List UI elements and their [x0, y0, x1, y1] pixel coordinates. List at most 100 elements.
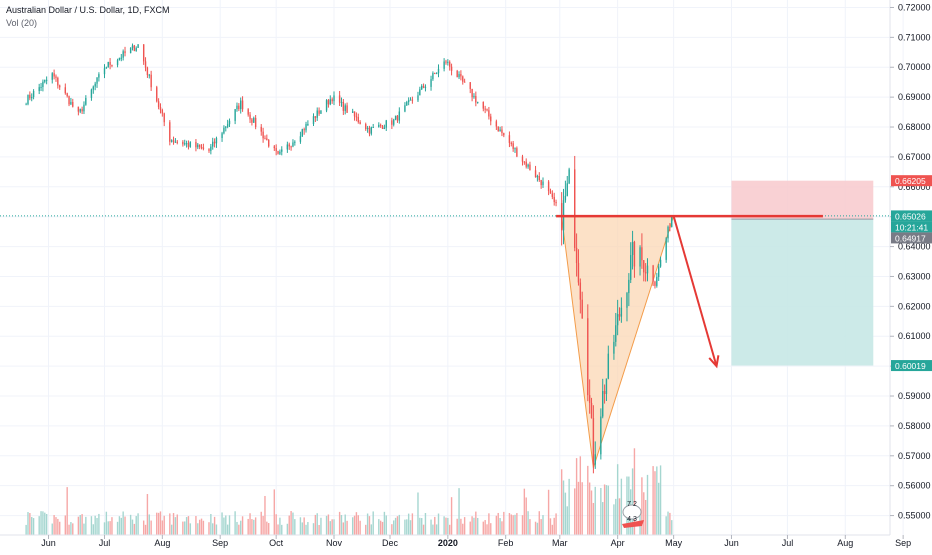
- long-short-position-tool[interactable]: [731, 180, 874, 366]
- volume-bar: [169, 513, 171, 535]
- candle-body: [111, 64, 113, 66]
- volume-bar: [45, 513, 48, 535]
- candle-body: [307, 124, 309, 126]
- candle-body: [42, 81, 44, 87]
- candle-body: [299, 136, 302, 142]
- candle-body: [292, 142, 294, 147]
- volume-bar: [253, 519, 255, 535]
- volume-bar: [111, 517, 113, 535]
- volume-bar: [292, 512, 294, 535]
- candle-body: [27, 94, 29, 105]
- volume-bar: [301, 522, 303, 535]
- candle-body: [549, 191, 552, 194]
- volume-bar: [197, 523, 199, 535]
- candle-body: [437, 68, 440, 74]
- volume-bar: [566, 506, 568, 535]
- volume-bar: [187, 516, 190, 535]
- candle-body: [170, 140, 173, 142]
- volume-bar: [98, 513, 100, 535]
- volume-bar: [355, 512, 358, 535]
- candle-body: [630, 255, 632, 280]
- volume-note-icon[interactable]: 7 2 4 3: [622, 501, 644, 528]
- volume-bar: [568, 478, 570, 535]
- candle-body: [98, 74, 100, 78]
- price-tick-label: 0.72000: [898, 2, 931, 12]
- price-tick-label: 0.69000: [898, 92, 931, 102]
- forecast-arrow-shaft[interactable]: [672, 215, 718, 367]
- volume-bar: [44, 512, 46, 535]
- volume-bar: [236, 521, 238, 535]
- candle-body: [268, 140, 270, 147]
- volume-bar: [299, 517, 302, 535]
- forecast-arrow-head[interactable]: [708, 355, 720, 369]
- volume-bar: [536, 522, 539, 535]
- stop-loss-zone[interactable]: [731, 180, 874, 220]
- candle-body: [210, 146, 212, 151]
- volume-bar: [146, 494, 149, 535]
- volume-bar: [665, 516, 667, 535]
- candle-body: [594, 454, 596, 465]
- candle-body: [59, 85, 61, 88]
- volume-bar: [605, 485, 608, 535]
- take-profit-zone[interactable]: [731, 219, 874, 366]
- volume-bar: [581, 482, 583, 535]
- candle-body: [372, 127, 374, 129]
- volume-bar: [331, 519, 333, 535]
- candle-body: [409, 99, 412, 101]
- candle-body: [669, 226, 671, 228]
- volume-bar: [156, 512, 158, 535]
- candle-body: [333, 95, 335, 102]
- volume-bar: [264, 495, 266, 535]
- candle-body: [458, 74, 460, 78]
- candle-body: [497, 126, 499, 132]
- candle-body: [172, 140, 175, 142]
- time-axis[interactable]: Jun Jul Aug Sep Oct Nov Dec 2020 Feb Mar Apr May Jun…: [41, 535, 911, 548]
- volume-bar: [422, 524, 425, 535]
- candle-body: [303, 129, 305, 131]
- volume-bar: [329, 521, 331, 535]
- volume-bar: [327, 514, 330, 535]
- candle-body: [378, 124, 380, 128]
- candle-body: [516, 148, 518, 157]
- candle-body: [148, 74, 150, 76]
- volume-bar: [77, 516, 80, 535]
- candle-body: [379, 124, 382, 126]
- candle-body: [72, 102, 74, 107]
- candle-body: [422, 85, 425, 88]
- volume-bar: [277, 524, 279, 535]
- volume-bar: [72, 523, 74, 535]
- candle-body: [107, 62, 109, 68]
- volume-bar: [57, 518, 59, 535]
- volume-bar: [510, 514, 512, 535]
- volume-bar: [223, 517, 225, 535]
- candle-body: [195, 141, 197, 148]
- volume-bar: [307, 522, 309, 535]
- candle-body: [581, 299, 583, 319]
- forecast-arrow[interactable]: [672, 215, 720, 369]
- volume-bar: [365, 524, 367, 535]
- candle-body: [197, 144, 199, 148]
- volume-bar: [488, 513, 490, 535]
- volume-bar: [497, 512, 499, 535]
- volume-bar: [202, 520, 205, 535]
- volume-bar: [81, 514, 83, 535]
- price-tick-label: 0.59000: [898, 391, 931, 401]
- volume-bar: [64, 515, 67, 535]
- volume-bar: [90, 516, 93, 535]
- candle-body: [318, 110, 320, 114]
- volume-bar: [564, 492, 567, 535]
- volume-bar: [499, 517, 501, 535]
- note-flag-icon: [622, 520, 644, 528]
- volume-bar: [671, 520, 673, 535]
- candle-body: [221, 133, 223, 138]
- candle-body: [66, 93, 68, 97]
- candle-body: [600, 416, 602, 455]
- volume-bar: [381, 521, 384, 535]
- candle-body: [643, 260, 645, 273]
- candle-body: [109, 62, 111, 65]
- volume-bar: [109, 521, 111, 535]
- volume-bar: [184, 521, 186, 535]
- candle-body: [279, 151, 281, 154]
